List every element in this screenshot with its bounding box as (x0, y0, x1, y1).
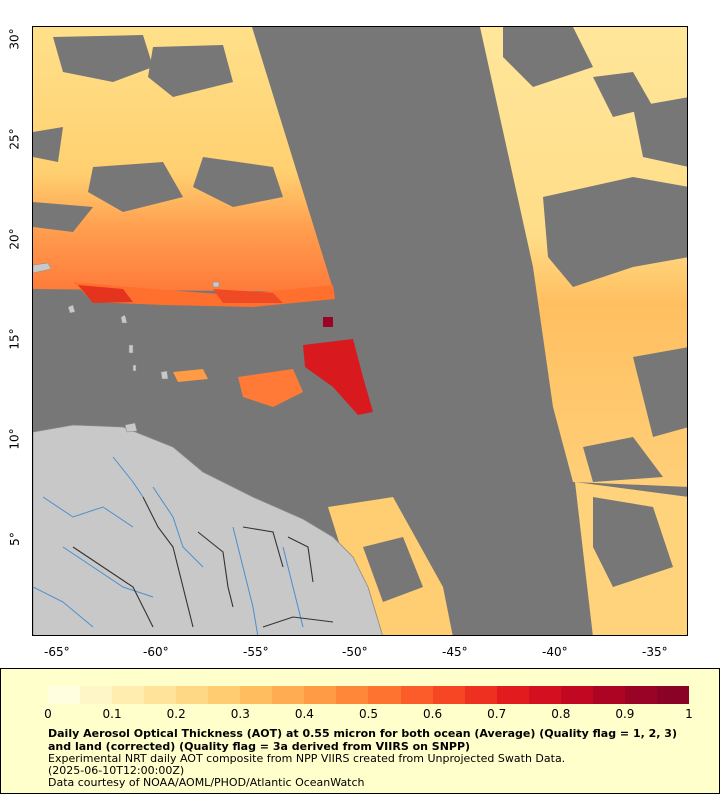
colorbar-segment (112, 686, 145, 704)
legend-date: (2025-06-10T12:00:00Z) (48, 764, 185, 777)
colorbar-tick-label: 0.3 (230, 707, 250, 721)
colorbar-segment (368, 686, 401, 704)
legend-title: Daily Aerosol Optical Thickness (AOT) at… (48, 727, 677, 753)
colorbar-segment (464, 686, 497, 704)
colorbar-tick-label: 1 (685, 707, 693, 721)
legend-description: Experimental NRT daily AOT composite fro… (48, 752, 566, 765)
y-tick-label: 25° (7, 128, 22, 150)
colorbar-tick-label: 0.5 (358, 707, 379, 721)
colorbar-segment (176, 686, 209, 704)
colorbar-segment (624, 686, 657, 704)
y-tick-label: 20° (7, 228, 22, 250)
colorbar-segment (400, 686, 433, 704)
colorbar-tick-label: 0.8 (551, 707, 571, 721)
y-tick-label: 30° (7, 28, 22, 50)
colorbar-segment (272, 686, 305, 704)
colorbar-tick-label: 0.6 (423, 707, 443, 721)
x-tick-label: -65° (44, 645, 70, 659)
southeast-gap (593, 497, 673, 587)
east-swath-gaps (503, 27, 687, 482)
aerosol-plume (73, 282, 373, 415)
colorbar-segment (560, 686, 593, 704)
x-tick-label: -40° (542, 645, 568, 659)
colorbar-tick-label: 0.4 (294, 707, 314, 721)
y-tick-label: 15° (7, 328, 22, 350)
colorbar-tick-label: 0.9 (615, 707, 635, 721)
south-america-land (33, 424, 383, 635)
west-swath-gaps (33, 35, 283, 232)
y-tick-label: 10° (7, 428, 22, 450)
colorbar (48, 686, 689, 704)
colorbar-segment (336, 686, 369, 704)
x-tick-label: -55° (243, 645, 269, 659)
colorbar-segment (80, 686, 113, 704)
west-swath-aot (33, 27, 334, 292)
x-tick-label: -45° (442, 645, 468, 659)
colorbar-tick-label: 0.7 (487, 707, 507, 721)
x-tick-label: -50° (342, 645, 368, 659)
legend-credit: Data courtesy of NOAA/AOML/PHOD/Atlantic… (48, 776, 365, 789)
colorbar-segment (656, 686, 689, 704)
colorbar-tick-label: 0.1 (102, 707, 122, 721)
y-tick-label: 5° (7, 532, 22, 546)
colorbar-segment (496, 686, 529, 704)
colorbar-segment (144, 686, 177, 704)
colorbar-tick-label: 0 (44, 707, 52, 721)
caribbean-islands (33, 262, 220, 433)
legend-panel: 0 0.1 0.2 0.3 0.4 0.5 0.6 0.7 0.8 0.9 1 Daily Aero… (0, 668, 720, 794)
colorbar-tick-label: 0.2 (166, 707, 186, 721)
map-plot-area (32, 26, 688, 636)
colorbar-segment (528, 686, 561, 704)
aot-map (33, 27, 687, 635)
x-tick-label: -35° (642, 645, 668, 659)
x-tick-label: -60° (143, 645, 169, 659)
colorbar-segment (304, 686, 337, 704)
colorbar-segment (208, 686, 241, 704)
colorbar-segment (48, 686, 81, 704)
colorbar-segment (432, 686, 465, 704)
south-patch-gap (363, 537, 423, 602)
colorbar-segment (592, 686, 625, 704)
colorbar-segment (240, 686, 273, 704)
